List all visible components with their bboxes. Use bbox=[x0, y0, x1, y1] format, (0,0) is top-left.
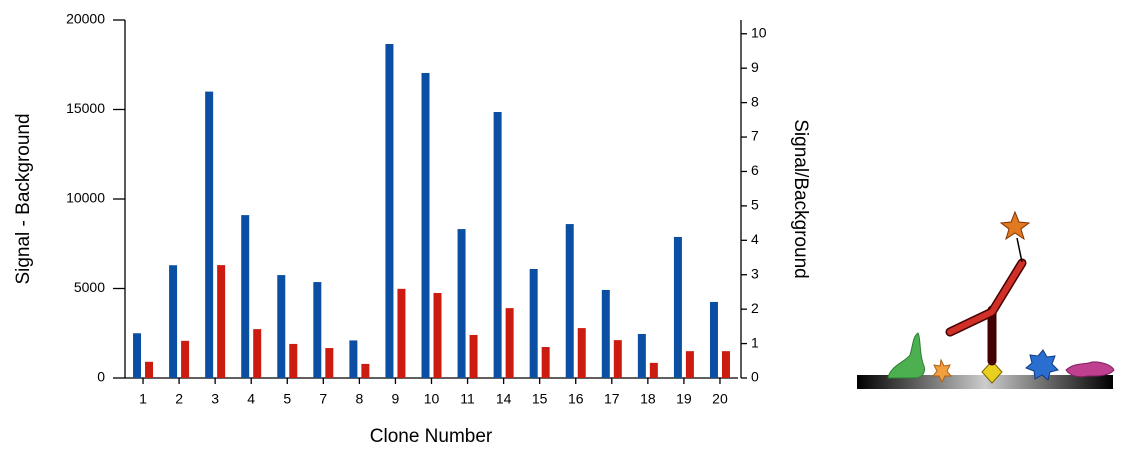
bar bbox=[277, 275, 285, 378]
bar bbox=[349, 340, 357, 378]
y-axis-label: Signal - Background bbox=[13, 113, 34, 284]
y-tick-label: 15000 bbox=[66, 100, 105, 116]
bar bbox=[397, 289, 405, 378]
y2-axis-label: Signal/Background bbox=[790, 119, 811, 279]
bar bbox=[602, 290, 610, 378]
bar bbox=[578, 328, 586, 378]
bar bbox=[361, 364, 369, 378]
bar bbox=[650, 363, 658, 378]
y2-tick-label: 9 bbox=[751, 59, 759, 75]
bar bbox=[181, 341, 189, 378]
bar bbox=[385, 44, 393, 378]
bar bbox=[422, 73, 430, 378]
bar bbox=[145, 362, 153, 378]
x-tick-label: 16 bbox=[568, 391, 584, 407]
x-tick-label: 9 bbox=[392, 391, 400, 407]
bar bbox=[253, 329, 261, 378]
bar bbox=[289, 344, 297, 378]
bar bbox=[313, 282, 321, 378]
bar bbox=[205, 92, 213, 378]
y2-tick-label: 4 bbox=[751, 231, 759, 247]
bar bbox=[494, 112, 502, 378]
y-tick-label: 0 bbox=[97, 369, 105, 385]
x-tick-label: 3 bbox=[211, 391, 219, 407]
chart: Clone Number Signal - Background Signal/… bbox=[0, 0, 1125, 447]
bar bbox=[686, 351, 694, 378]
bar bbox=[722, 351, 730, 378]
x-axis-label: Clone Number bbox=[370, 426, 493, 447]
bar bbox=[169, 265, 177, 378]
bar bbox=[217, 265, 225, 378]
x-tick-label: 15 bbox=[532, 391, 548, 407]
x-tick-label: 2 bbox=[175, 391, 183, 407]
bar bbox=[638, 334, 646, 378]
x-tick-label: 4 bbox=[247, 391, 255, 407]
x-tick-label: 14 bbox=[496, 391, 512, 407]
bar bbox=[434, 293, 442, 378]
x-tick-label: 11 bbox=[460, 391, 475, 407]
bar bbox=[325, 348, 333, 378]
bar bbox=[458, 229, 466, 378]
bar bbox=[566, 224, 574, 378]
x-tick-label: 1 bbox=[139, 391, 147, 407]
y2-tick-label: 8 bbox=[751, 93, 759, 109]
bar bbox=[241, 215, 249, 378]
x-tick-label: 7 bbox=[319, 391, 327, 407]
y2-tick-label: 10 bbox=[751, 24, 767, 40]
bar bbox=[614, 340, 622, 378]
y2-tick-label: 6 bbox=[751, 162, 759, 178]
bar bbox=[470, 335, 478, 378]
y2-tick-label: 7 bbox=[751, 128, 759, 144]
x-tick-label: 18 bbox=[640, 391, 656, 407]
y2-tick-label: 3 bbox=[751, 265, 759, 281]
x-tick-label: 19 bbox=[676, 391, 692, 407]
y2-tick-label: 1 bbox=[751, 334, 759, 350]
illustration bbox=[857, 212, 1114, 389]
y-tick-label: 10000 bbox=[66, 190, 105, 206]
x-tick-label: 17 bbox=[604, 391, 620, 407]
bar bbox=[674, 237, 682, 378]
x-tick-label: 8 bbox=[355, 391, 363, 407]
y-tick-label: 5000 bbox=[74, 279, 105, 295]
bar bbox=[506, 308, 514, 378]
y2-tick-label: 2 bbox=[751, 300, 759, 316]
bar bbox=[542, 347, 550, 378]
bar bbox=[133, 333, 141, 378]
y2-tick-label: 5 bbox=[751, 197, 759, 213]
y-tick-label: 20000 bbox=[66, 11, 105, 27]
x-tick-label: 5 bbox=[283, 391, 291, 407]
y2-tick-label: 0 bbox=[751, 369, 759, 385]
bar bbox=[530, 269, 538, 378]
bar bbox=[710, 302, 718, 378]
x-tick-label: 10 bbox=[424, 391, 440, 407]
x-tick-label: 20 bbox=[712, 391, 728, 407]
